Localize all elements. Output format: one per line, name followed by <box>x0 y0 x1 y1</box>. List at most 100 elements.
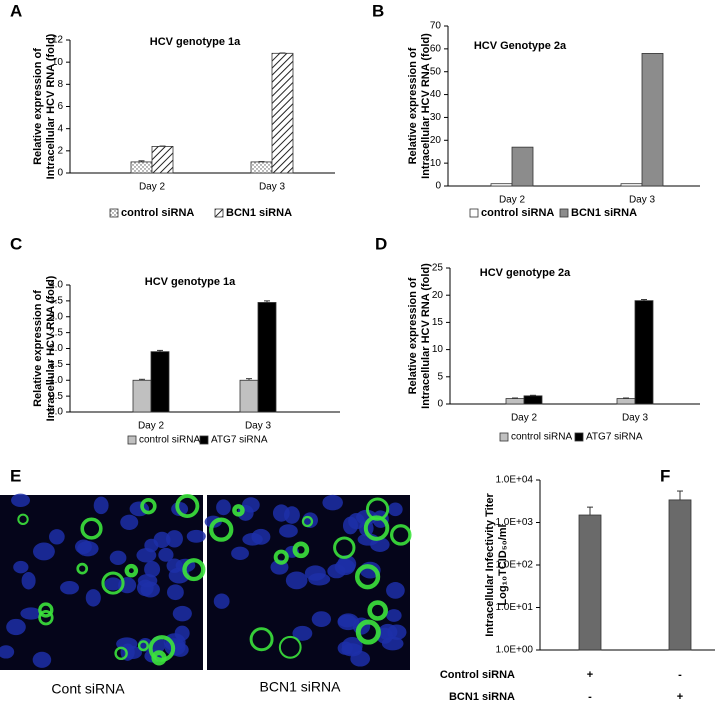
bar <box>634 300 654 405</box>
panel-letter: A <box>10 1 22 20</box>
nucleus <box>60 581 79 595</box>
bar <box>271 52 294 174</box>
nucleus <box>386 609 402 622</box>
nucleus <box>129 501 150 517</box>
y-axis-label: Relative expression of <box>407 47 419 164</box>
legend-swatch <box>199 435 209 445</box>
image-caption: Cont siRNA <box>51 681 125 697</box>
legend-label: control siRNA <box>511 432 572 443</box>
y-tick-label: 1.0E+04 <box>495 475 533 486</box>
nucleus <box>109 550 127 566</box>
legend-swatch <box>469 208 479 218</box>
y-axis-label: Intracellular HCV RNA (fold) <box>45 275 57 421</box>
cell-stain <box>80 517 103 540</box>
nucleus <box>0 645 15 659</box>
legend-swatch <box>214 208 224 218</box>
y-tick-label: 10 <box>52 57 64 68</box>
y-tick-label: 0.5 <box>49 391 63 402</box>
y-tick-label: 30 <box>430 112 442 123</box>
nucleus <box>251 528 271 545</box>
condition-label: BCN1 siRNA <box>449 691 515 703</box>
condition-mark: + <box>677 691 683 703</box>
cell-stain <box>175 494 200 519</box>
bar <box>616 398 636 405</box>
nucleus <box>311 611 332 627</box>
cell-stain <box>114 646 128 661</box>
y-tick-label: 8 <box>57 79 63 90</box>
y-tick-label: 1.0E+02 <box>495 560 533 571</box>
nucleus <box>388 502 403 517</box>
cell-stain <box>182 558 206 582</box>
error-bar <box>139 378 145 381</box>
nucleus <box>167 584 184 601</box>
bar <box>620 183 643 187</box>
error-bar <box>530 394 536 396</box>
y-axis-label: Intracellular Infectivity Titer <box>484 493 496 637</box>
chart-panel: C HCV genotype 1a 0.0 0.5 1.0 1.5 2.0 2.5 3.0 3.5… <box>10 234 340 446</box>
cell-stain <box>38 609 54 626</box>
micrographs <box>0 493 412 670</box>
condition-mark: - <box>678 669 682 681</box>
y-tick-label: 25 <box>432 263 444 274</box>
y-tick-label: 2.5 <box>49 327 63 338</box>
x-tick-label: Day 3 <box>629 195 656 206</box>
error-bar <box>677 490 683 500</box>
x-tick-label: Day 2 <box>511 413 538 424</box>
y-tick-label: 4 <box>57 123 63 134</box>
nucleus <box>327 563 346 579</box>
y-tick-label: 1.0E+00 <box>495 645 533 656</box>
nucleus <box>381 636 404 651</box>
error-bar <box>512 397 518 399</box>
nucleus <box>356 509 378 525</box>
x-tick-label: Day 3 <box>259 182 286 193</box>
nucleus <box>350 650 371 667</box>
bar <box>641 53 664 187</box>
nucleus <box>165 530 183 548</box>
nucleus <box>104 577 122 591</box>
nucleus <box>186 529 206 543</box>
nucleus <box>241 497 260 513</box>
bar <box>668 499 692 651</box>
y-tick-label: 70 <box>430 21 442 32</box>
y-tick-label: 1.0E+03 <box>495 517 533 528</box>
y-tick-label: 20 <box>430 135 442 146</box>
bar <box>151 145 174 174</box>
y-tick-label: 15 <box>432 317 444 328</box>
x-tick-label: Day 2 <box>139 182 166 193</box>
nucleus <box>337 614 357 628</box>
cell-stain <box>273 549 289 565</box>
cell-stain <box>363 515 390 541</box>
cell-stain <box>17 513 29 526</box>
cell-stain <box>389 524 412 546</box>
bar <box>239 379 259 413</box>
cell-stain <box>232 504 245 517</box>
cell-stain <box>249 627 274 652</box>
y-tick-label: 1.5 <box>49 359 63 370</box>
error-bar <box>623 397 629 399</box>
y-axis-label: Relative expression of <box>407 277 419 394</box>
cell-stain <box>38 602 54 618</box>
nucleus <box>13 560 29 574</box>
panel-letter: E <box>10 466 21 485</box>
chart-panel: F 1.0E+00 1.0E+01 1.0E+02 1.0E+03 1.0E+04 Intr… <box>440 466 715 703</box>
nucleus <box>20 607 42 620</box>
y-tick-label: 1.0 <box>49 375 63 386</box>
y-axis-label: Intracellular HCV RNA (fold) <box>45 33 57 179</box>
cell-stain <box>137 640 149 652</box>
chart-title: HCV Genotype 2a <box>474 40 567 52</box>
panel-letter: F <box>660 466 670 485</box>
y-tick-label: 0.0 <box>49 407 63 418</box>
nucleus <box>144 561 161 578</box>
nucleus <box>172 605 192 622</box>
y-tick-label: 0 <box>435 181 441 192</box>
cell-stain <box>124 563 139 578</box>
legend-label: BCN1 siRNA <box>571 207 637 219</box>
cell-stain <box>301 515 314 528</box>
nucleus <box>158 547 174 562</box>
legend-label: control siRNA <box>139 435 200 446</box>
nucleus <box>342 516 358 535</box>
legend-swatch <box>109 208 119 218</box>
nucleus <box>322 494 343 511</box>
nucleus <box>166 558 183 573</box>
condition-label: Control siRNA <box>440 669 515 681</box>
